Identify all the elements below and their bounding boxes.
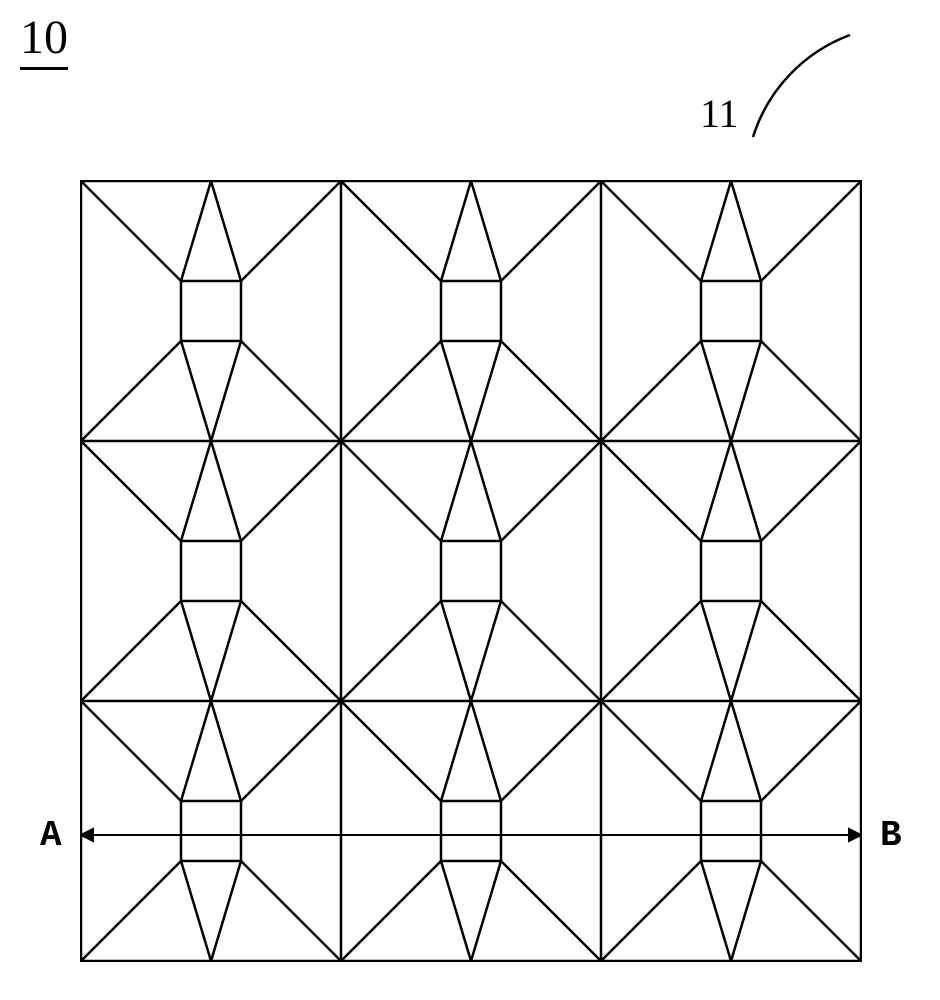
main-diagram (80, 180, 862, 962)
callout-leader-arc (0, 0, 940, 200)
section-line (81, 829, 861, 841)
section-label-b: B (880, 815, 902, 856)
section-label-a: A (40, 815, 62, 856)
